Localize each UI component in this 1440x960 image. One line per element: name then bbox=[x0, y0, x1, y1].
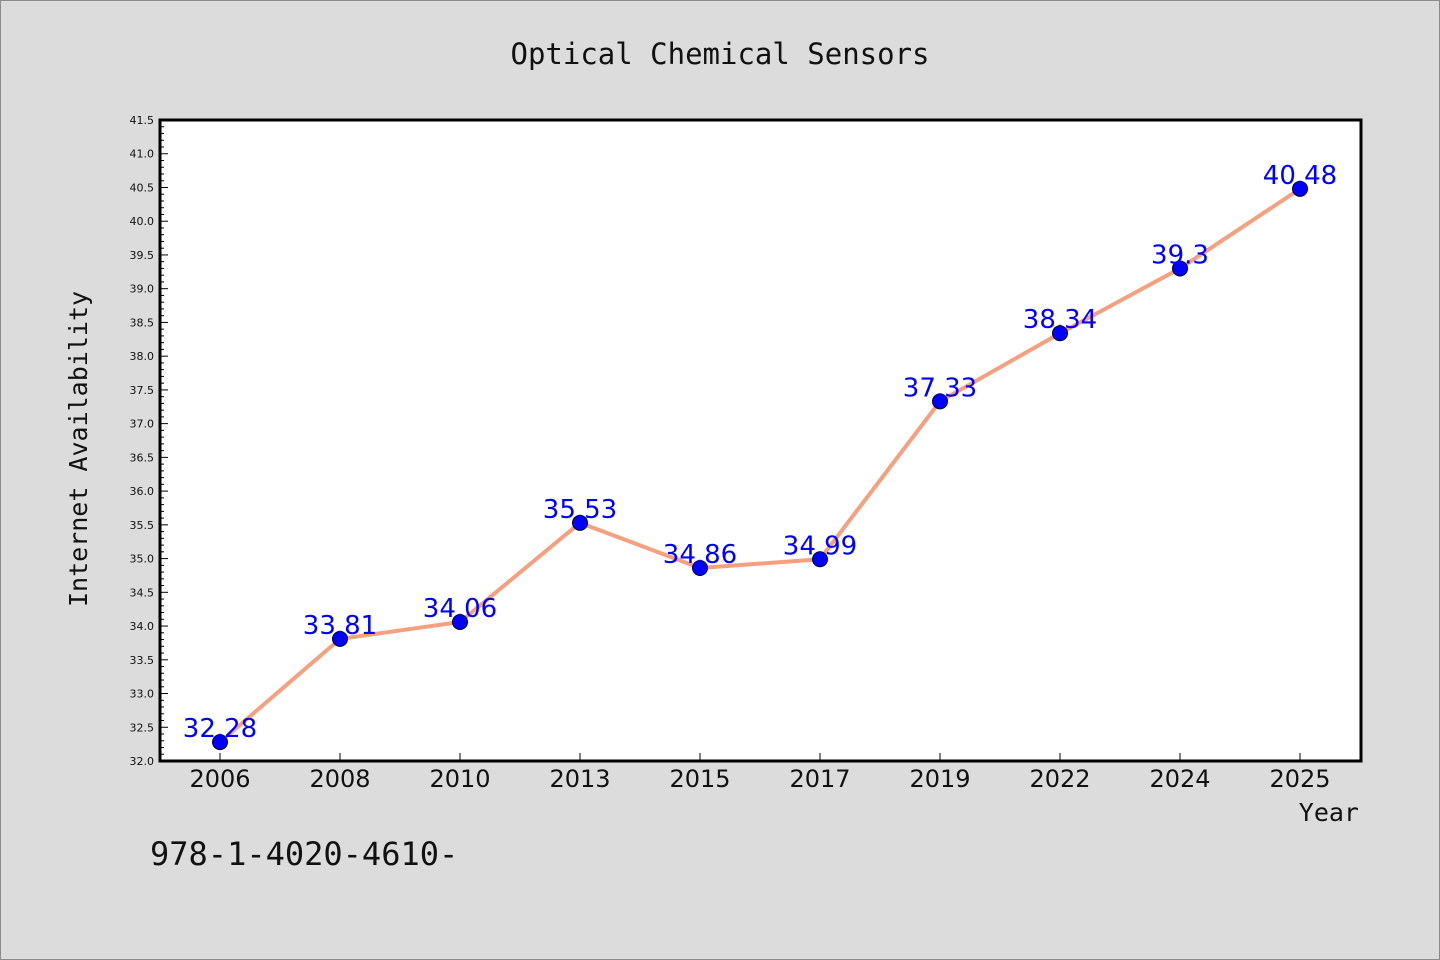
y-tick-label: 41.5 bbox=[130, 114, 155, 127]
data-label: 38.34 bbox=[1023, 305, 1097, 335]
data-label: 34.99 bbox=[783, 531, 857, 561]
data-label: 32.28 bbox=[183, 714, 257, 744]
data-point bbox=[1052, 325, 1068, 342]
x-tick-label: 2015 bbox=[669, 765, 730, 793]
series-line bbox=[218, 186, 1302, 745]
y-tick-label: 33.5 bbox=[130, 654, 155, 667]
y-axis-title: Internet Availability bbox=[64, 291, 93, 607]
data-label: 34.86 bbox=[663, 540, 737, 570]
y-tick-label: 35.5 bbox=[130, 519, 155, 532]
x-tick-label: 2013 bbox=[549, 765, 610, 793]
x-tick-label: 2025 bbox=[1269, 765, 1330, 793]
y-tick-label: 37.5 bbox=[130, 384, 155, 397]
y-tick-label: 35.0 bbox=[130, 553, 155, 566]
data-label: 35.53 bbox=[543, 495, 617, 525]
footer-text: 978-1-4020-4610- bbox=[150, 835, 458, 873]
y-tick-label: 36.5 bbox=[130, 451, 155, 464]
data-point bbox=[692, 560, 708, 577]
data-point bbox=[572, 514, 588, 531]
data-label: 39.3 bbox=[1151, 240, 1209, 270]
series-line-group bbox=[212, 180, 1308, 751]
y-tick-label: 41.0 bbox=[130, 148, 155, 161]
data-label: 40.48 bbox=[1263, 161, 1337, 191]
data-label: 34.06 bbox=[423, 594, 497, 624]
y-tick-label: 40.0 bbox=[130, 215, 155, 228]
data-label: 37.33 bbox=[903, 373, 977, 403]
x-tick-label: 2022 bbox=[1029, 765, 1090, 793]
y-tick-label: 34.0 bbox=[130, 620, 155, 633]
data-point bbox=[452, 614, 468, 631]
data-point bbox=[332, 630, 348, 647]
x-axis: 2006 2008 2010 2013 2015 2017 2019 2022 2024 2025 bbox=[189, 753, 1331, 793]
y-tick-label: 32.5 bbox=[130, 721, 155, 734]
data-point bbox=[212, 734, 228, 751]
data-point bbox=[1172, 260, 1188, 277]
data-point bbox=[812, 551, 828, 568]
x-tick-label: 2024 bbox=[1149, 765, 1210, 793]
chart-title: Optical Chemical Sensors bbox=[510, 37, 929, 71]
x-tick-label: 2019 bbox=[909, 765, 970, 793]
y-tick-label: 34.5 bbox=[130, 586, 155, 599]
x-tick-label: 2008 bbox=[309, 765, 370, 793]
x-tick-label: 2017 bbox=[789, 765, 850, 793]
y-tick-label: 37.0 bbox=[130, 418, 155, 431]
y-axis: 32.0 32.5 33.0 33.5 34.0 34.5 35.0 35.5 36.0 36.5… bbox=[130, 114, 168, 768]
data-labels: 32.28 33.81 34.06 35.53 34.86 34.99 37.33 38.34… bbox=[183, 161, 1337, 744]
x-tick-label: 2010 bbox=[429, 765, 490, 793]
y-tick-label: 32.0 bbox=[130, 755, 155, 768]
y-tick-label: 40.5 bbox=[130, 181, 155, 194]
x-axis-title: Year bbox=[1299, 798, 1359, 827]
data-point bbox=[932, 393, 948, 410]
y-tick-label: 39.0 bbox=[130, 283, 155, 296]
y-tick-label: 38.5 bbox=[130, 316, 155, 329]
data-point bbox=[1292, 180, 1308, 197]
data-label: 33.81 bbox=[303, 611, 377, 641]
plot-area bbox=[158, 118, 1363, 763]
x-tick-label: 2006 bbox=[189, 765, 250, 793]
y-tick-label: 39.5 bbox=[130, 249, 155, 262]
y-tick-label: 38.0 bbox=[130, 350, 155, 363]
y-tick-label: 33.0 bbox=[130, 688, 155, 701]
y-tick-label: 36.0 bbox=[130, 485, 155, 498]
